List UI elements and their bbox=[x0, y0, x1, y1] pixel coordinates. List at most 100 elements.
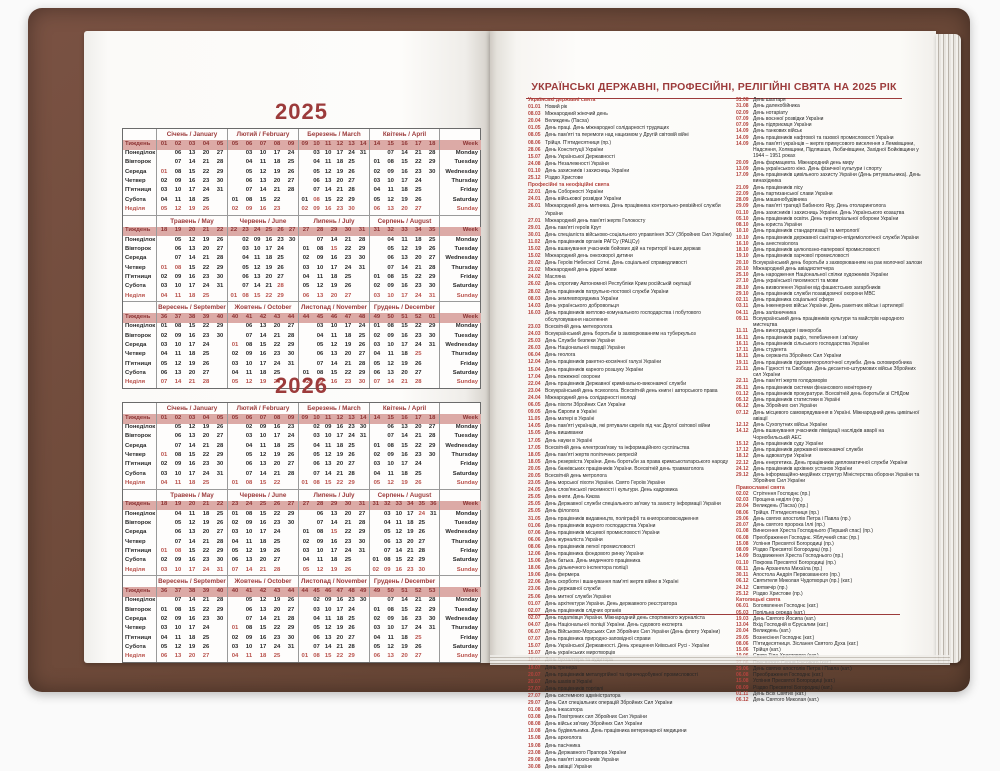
date-cell: 08 bbox=[174, 168, 182, 175]
holiday-date: 05.03 bbox=[736, 609, 749, 616]
holiday-date: 09.05 bbox=[528, 409, 541, 416]
holiday-date: 14.12 bbox=[736, 428, 749, 435]
date-cell bbox=[370, 247, 384, 253]
week-number: 33 bbox=[395, 501, 403, 508]
month-week-row: 02 09 16 23 30 bbox=[157, 615, 227, 624]
holiday-item: 15.06 Трійця (кат.) bbox=[736, 647, 922, 653]
holiday-text: День Збройних сил України bbox=[753, 403, 817, 410]
date-cell: 03 bbox=[373, 292, 381, 299]
week-number: 51 bbox=[401, 313, 408, 320]
date-row: 06 13 20 27 bbox=[370, 369, 439, 377]
date-row: 03 10 17 24 31 bbox=[157, 471, 227, 478]
week-number-row: 49 50 51 52 53 bbox=[370, 588, 439, 595]
month-week-row: 02 09 16 23 30 bbox=[299, 538, 369, 547]
holiday-text: День працівників стандартизації та метро… bbox=[753, 228, 860, 235]
week-number: 01 bbox=[160, 140, 168, 147]
weekday-label-cell: Wednesday bbox=[440, 341, 481, 350]
holiday-date: 20.07 bbox=[528, 671, 541, 678]
date-cell: 07 bbox=[245, 615, 253, 622]
week-number: 31 bbox=[358, 227, 366, 234]
weekday-label: Понеділок bbox=[125, 597, 156, 604]
week-number: 01 bbox=[428, 313, 436, 320]
date-cell: 19 bbox=[336, 452, 344, 459]
weekday-labels-ua: Тиждень Понеділок Вівторок Середа Четвер П'ят… bbox=[123, 129, 156, 215]
date-cell bbox=[284, 654, 298, 660]
weekday-label: Субота bbox=[125, 283, 146, 290]
date-cell bbox=[357, 444, 369, 450]
holiday-item: 11.11 День виноградаря і винороба bbox=[736, 328, 922, 334]
month-week-row: 03 10 17 24 31 bbox=[370, 292, 439, 301]
month-week-row: 01 08 15 22 29 bbox=[157, 168, 227, 177]
week-number: 23 bbox=[242, 227, 249, 234]
week-band: 14 15 16 17 18 bbox=[370, 414, 439, 424]
holiday-date: 16.11 bbox=[736, 340, 749, 347]
date-cell: 27 bbox=[415, 369, 422, 376]
month-week-row: 01 08 15 22 29 bbox=[370, 323, 439, 332]
holiday-date: 29.10 bbox=[736, 290, 749, 297]
week-number: 43 bbox=[273, 587, 281, 594]
holiday-item: 08.03 Міжнародний жіночий день bbox=[528, 111, 734, 118]
date-cell: 07 bbox=[387, 150, 394, 157]
date-cell: 11 bbox=[387, 470, 394, 477]
weekday-label: Субота bbox=[125, 643, 146, 650]
holiday-item: 15.07 День Української Державності. День … bbox=[528, 643, 734, 650]
date-cell: 14 bbox=[395, 547, 403, 554]
holiday-text: День працівників харчової промисловості bbox=[753, 253, 850, 260]
date-cell: 10 bbox=[259, 150, 267, 157]
date-cell: 27 bbox=[358, 351, 366, 358]
date-row: 07 14 21 28 bbox=[228, 283, 298, 290]
date-cell bbox=[355, 275, 369, 281]
date-row: 06 13 20 27 bbox=[157, 434, 227, 440]
date-cell bbox=[357, 462, 369, 468]
holiday-text: День філолога bbox=[545, 508, 580, 515]
date-cell: 22 bbox=[202, 547, 210, 554]
date-cell: 31 bbox=[429, 510, 437, 517]
date-cell: 18 bbox=[202, 510, 210, 517]
date-cell: 05 bbox=[313, 625, 320, 632]
holiday-text: День вишиванки bbox=[545, 430, 584, 437]
date-cell: 01 bbox=[301, 653, 309, 660]
date-cell: 24 bbox=[415, 178, 422, 185]
date-cell: 19 bbox=[406, 529, 414, 536]
date-cell: 21 bbox=[273, 615, 281, 622]
date-cell: 22 bbox=[273, 625, 281, 632]
month-name: Вересень / September bbox=[158, 304, 226, 312]
date-cell: 28 bbox=[287, 332, 295, 339]
month-week-row: 03 10 17 24 31 bbox=[157, 566, 227, 575]
weekday-label: Вівторок bbox=[125, 606, 151, 613]
date-cell: 04 bbox=[302, 557, 310, 564]
label-spacer bbox=[123, 129, 156, 140]
holiday-item: 31.08 День шахтаря bbox=[736, 97, 922, 103]
month-week-row: 07 14 21 28 bbox=[157, 442, 227, 451]
week-label-cell: Тиждень bbox=[123, 226, 156, 237]
date-cell bbox=[299, 425, 311, 431]
month-block: Грудень / December 49 50 51 52 01 01 08 15 22 29 02… bbox=[369, 302, 440, 388]
month-week-row: 06 13 20 27 bbox=[370, 205, 439, 214]
date-cell: 21 bbox=[336, 643, 344, 650]
month-week-row: 07 14 21 28 bbox=[157, 159, 227, 168]
date-cell: 23 bbox=[202, 461, 210, 468]
date-cell bbox=[286, 266, 298, 272]
date-cell: 27 bbox=[428, 424, 436, 431]
holiday-date: 08.03 bbox=[528, 111, 541, 118]
date-cell: 11 bbox=[245, 369, 253, 376]
date-cell: 06 bbox=[242, 273, 249, 280]
holiday-date: 14.09 bbox=[736, 128, 749, 135]
date-cell: 13 bbox=[401, 424, 408, 431]
date-cell: 24 bbox=[348, 433, 355, 440]
date-cell: 28 bbox=[216, 597, 224, 604]
date-cell: 08 bbox=[174, 452, 182, 459]
date-cell bbox=[228, 453, 242, 459]
week-number: 44 bbox=[287, 587, 295, 594]
holiday-date: 28.10 bbox=[736, 284, 749, 291]
date-cell: 31 bbox=[428, 625, 436, 632]
date-cell: 28 bbox=[277, 283, 284, 290]
date-cell: 03 bbox=[245, 150, 253, 157]
date-cell: 24 bbox=[415, 292, 422, 299]
date-cell bbox=[286, 294, 298, 300]
week-number: 33 bbox=[401, 227, 408, 234]
holiday-date: 04.07 bbox=[528, 621, 541, 628]
month-block: Травень / May 18 19 20 21 22 04 11 18 25 05 12 19 26 0… bbox=[156, 489, 227, 576]
week-number: 18 bbox=[160, 501, 168, 508]
date-row: 06 13 20 27 bbox=[228, 607, 298, 614]
